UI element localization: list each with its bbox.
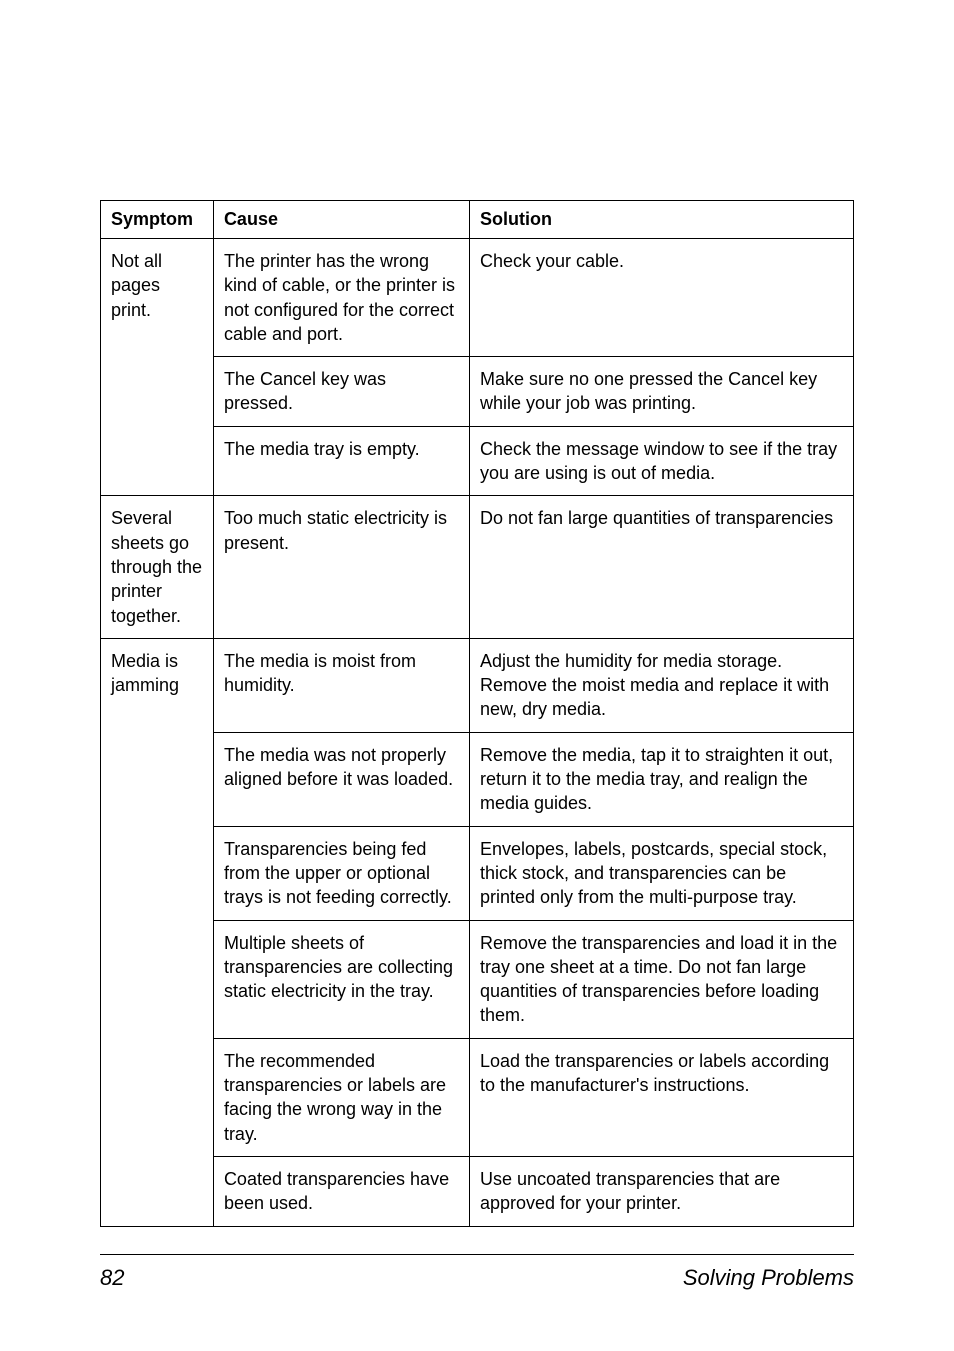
solution-cell: Do not fan large quantities of transpare…: [469, 496, 853, 638]
table-row: The media was not properly aligned befor…: [101, 732, 854, 826]
section-title: Solving Problems: [683, 1265, 854, 1291]
solution-cell: Check your cable.: [469, 239, 853, 357]
table-row: Transparencies being fed from the upper …: [101, 826, 854, 920]
cause-cell: The media is moist from humidity.: [213, 638, 469, 732]
cause-cell: Transparencies being fed from the upper …: [213, 826, 469, 920]
cause-cell: The media tray is empty.: [213, 426, 469, 496]
solution-cell: Adjust the humidity for media storage. R…: [469, 638, 853, 732]
table-row: Not all pages print.The printer has the …: [101, 239, 854, 357]
page-number: 82: [100, 1265, 124, 1291]
cause-cell: Multiple sheets of transparencies are co…: [213, 920, 469, 1038]
table-row: Media is jammingThe media is moist from …: [101, 638, 854, 732]
table-row: Several sheets go through the printer to…: [101, 496, 854, 638]
symptom-cell: Not all pages print.: [101, 239, 214, 496]
table-row: Multiple sheets of transparencies are co…: [101, 920, 854, 1038]
table-row: Coated transparencies have been used.Use…: [101, 1156, 854, 1226]
col-solution: Solution: [469, 201, 853, 239]
symptom-cell: Media is jamming: [101, 638, 214, 1226]
table-row: The recommended transparencies or labels…: [101, 1038, 854, 1156]
page-footer: 82 Solving Problems: [100, 1254, 854, 1291]
cause-cell: The media was not properly aligned befor…: [213, 732, 469, 826]
solution-cell: Remove the media, tap it to straighten i…: [469, 732, 853, 826]
table-row: The media tray is empty.Check the messag…: [101, 426, 854, 496]
cause-cell: The printer has the wrong kind of cable,…: [213, 239, 469, 357]
table-row: The Cancel key was pressed.Make sure no …: [101, 357, 854, 427]
cause-cell: The Cancel key was pressed.: [213, 357, 469, 427]
col-symptom: Symptom: [101, 201, 214, 239]
solution-cell: Use uncoated transparencies that are app…: [469, 1156, 853, 1226]
solution-cell: Check the message window to see if the t…: [469, 426, 853, 496]
cause-cell: The recommended transparencies or labels…: [213, 1038, 469, 1156]
table-header-row: Symptom Cause Solution: [101, 201, 854, 239]
symptom-cell: Several sheets go through the printer to…: [101, 496, 214, 638]
col-cause: Cause: [213, 201, 469, 239]
solution-cell: Remove the transparencies and load it in…: [469, 920, 853, 1038]
cause-cell: Too much static electricity is present.: [213, 496, 469, 638]
solution-cell: Load the transparencies or labels accord…: [469, 1038, 853, 1156]
solution-cell: Envelopes, labels, postcards, special st…: [469, 826, 853, 920]
troubleshooting-table: Symptom Cause Solution Not all pages pri…: [100, 200, 854, 1227]
solution-cell: Make sure no one pressed the Cancel key …: [469, 357, 853, 427]
cause-cell: Coated transparencies have been used.: [213, 1156, 469, 1226]
